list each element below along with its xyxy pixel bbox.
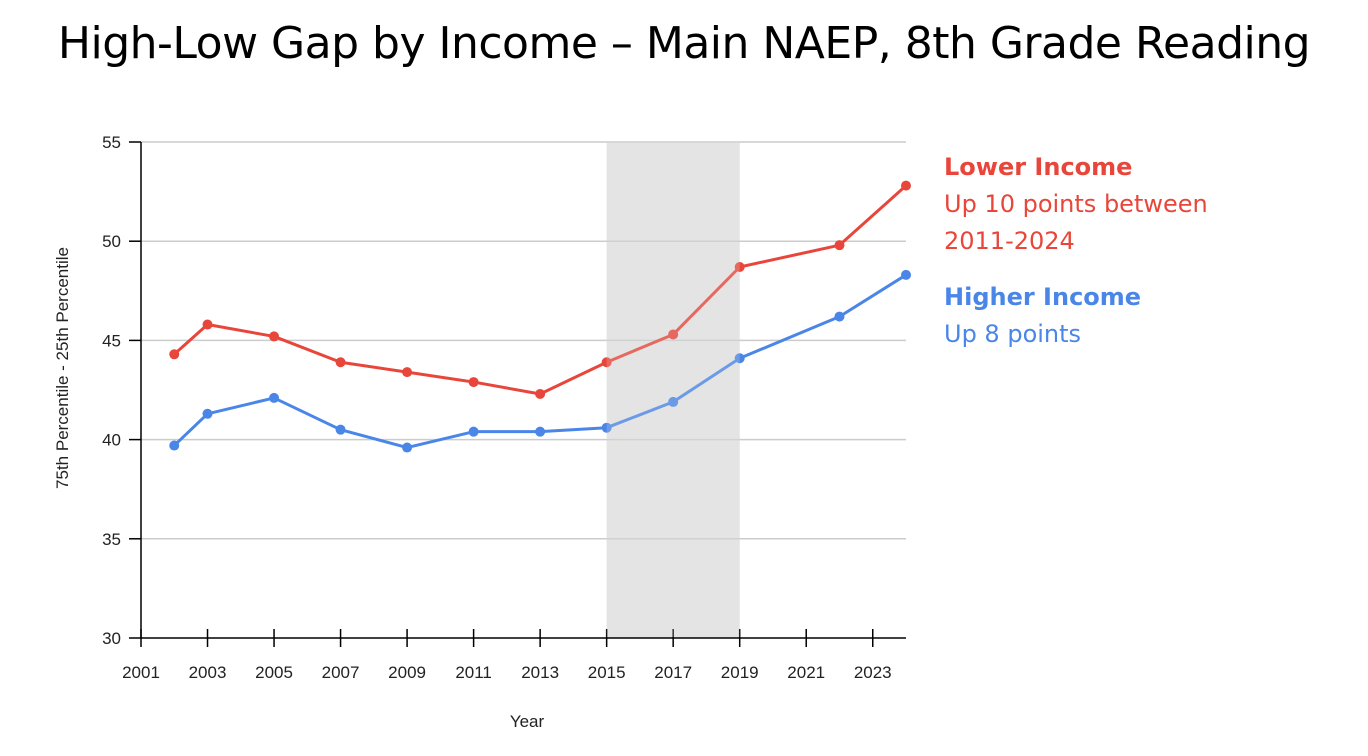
y-tick-label: 35: [102, 530, 121, 549]
y-tick-label: 40: [102, 431, 121, 450]
x-tick-label: 2023: [854, 663, 892, 682]
legend-lower-line2: 2011-2024: [944, 227, 1075, 255]
shaded-overlay: [606, 142, 740, 637]
y-tick-label: 55: [102, 133, 121, 152]
data-point: [202, 319, 213, 330]
x-tick-label: 2021: [787, 663, 825, 682]
data-point: [468, 426, 479, 437]
data-point: [335, 424, 346, 435]
data-point: [734, 261, 745, 272]
legend-higher-income: Higher Income Up 8 points: [944, 279, 1244, 353]
data-point: [601, 422, 612, 433]
x-tick-label: 2003: [189, 663, 227, 682]
data-point: [468, 377, 479, 388]
legend-higher-name: Higher Income: [944, 283, 1142, 311]
data-point: [535, 426, 546, 437]
x-tick-label: 2011: [455, 663, 492, 682]
data-point: [269, 331, 280, 342]
x-tick-label: 2005: [255, 663, 293, 682]
legend-lower-income: Lower Income Up 10 points between 2011-2…: [944, 149, 1244, 260]
data-point: [668, 396, 679, 407]
data-point: [834, 240, 845, 251]
legend-lower-line1: Up 10 points between: [944, 190, 1208, 218]
x-tick-label: 2013: [521, 663, 559, 682]
x-tick-label: 2019: [721, 663, 759, 682]
data-point: [269, 392, 280, 403]
y-tick-label: 30: [102, 629, 121, 648]
data-point: [202, 408, 213, 419]
legend-lower-name: Lower Income: [944, 153, 1133, 181]
series-line-higher-income: [173, 273, 907, 450]
legend-higher-line1: Up 8 points: [944, 320, 1082, 348]
y-tick-label: 50: [102, 232, 121, 251]
data-point: [601, 357, 612, 368]
data-point: [535, 388, 546, 399]
data-point: [402, 367, 413, 378]
data-point: [668, 329, 679, 340]
data-point: [901, 269, 911, 280]
chart-title: High-Low Gap by Income – Main NAEP, 8th …: [57, 18, 1311, 69]
x-tick-label: 2017: [654, 663, 692, 682]
series-line-lower-income: [173, 184, 908, 396]
shaded-region: [606, 142, 740, 638]
data-point: [901, 180, 911, 191]
data-point: [169, 440, 180, 451]
y-tick-label: 45: [102, 331, 121, 350]
data-point: [834, 311, 845, 322]
data-point: [169, 349, 180, 360]
x-tick-label: 2007: [322, 663, 360, 682]
x-tick-label: 2009: [388, 663, 426, 682]
x-tick-label: 2015: [588, 663, 626, 682]
y-axis-title: 75th Percentile - 25th Percentile: [53, 247, 72, 489]
x-axis-title: Year: [510, 712, 545, 731]
data-point: [335, 357, 346, 368]
data-point: [734, 353, 745, 364]
x-tick-label: 2001: [122, 663, 160, 682]
data-point: [402, 442, 413, 453]
